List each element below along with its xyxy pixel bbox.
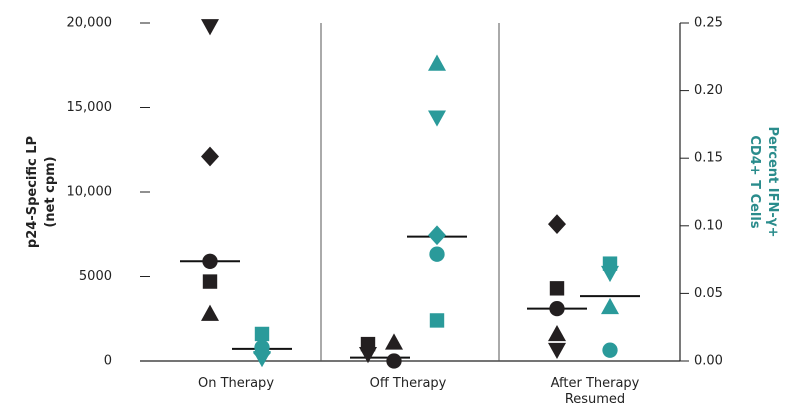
data-point [201,19,219,36]
data-point [602,342,618,358]
data-point [253,351,271,368]
data-point [201,146,219,167]
y2-tick-label: 0.05 [694,286,723,301]
y-tick-label: 20,000 [67,16,113,31]
y-tick-label: 5000 [79,269,112,284]
y2-tick-label: 0.20 [694,83,723,98]
y-title-line: (net cpm) [43,156,58,227]
y-tick-label: 10,000 [67,185,113,200]
data-point [428,225,446,246]
data-point [386,353,402,369]
data-point [428,110,446,127]
y-title-line: p24-Specific LP [25,136,40,248]
data-point [601,297,619,315]
y-axis-title: p24-Specific LP (net cpm) [25,136,58,248]
y-tick-label: 15,000 [67,100,113,115]
data-point [549,281,565,296]
x-tick-label: Off Therapy [369,376,447,391]
data-point [428,54,446,71]
y2-title-line: CD4+ T Cells [748,135,763,228]
y2-axis-title: Percent IFN-γ+CD4+ T Cells [748,126,781,237]
data-point [202,274,218,289]
y2-tick-label: 0.00 [694,354,723,369]
data-point [601,265,619,283]
data-point [548,214,566,235]
data-point [254,326,270,342]
data-point [429,246,445,262]
data-point [201,304,219,321]
data-point [548,324,566,342]
y2-title-line: Percent IFN-γ+ [766,126,781,237]
data-point [549,300,565,317]
x-tick-label: On Therapy [197,376,275,391]
x-tick-label: After Therapy Resumed [550,376,640,407]
data-point [429,313,445,328]
data-point [359,347,377,364]
data-point [548,342,566,360]
y-tick-label: 0 [104,354,112,369]
data-point [202,253,218,269]
y2-tick-label: 0.25 [694,16,723,31]
y2-tick-label: 0.15 [694,151,723,166]
data-point [385,333,403,350]
y2-tick-label: 0.10 [694,218,723,233]
